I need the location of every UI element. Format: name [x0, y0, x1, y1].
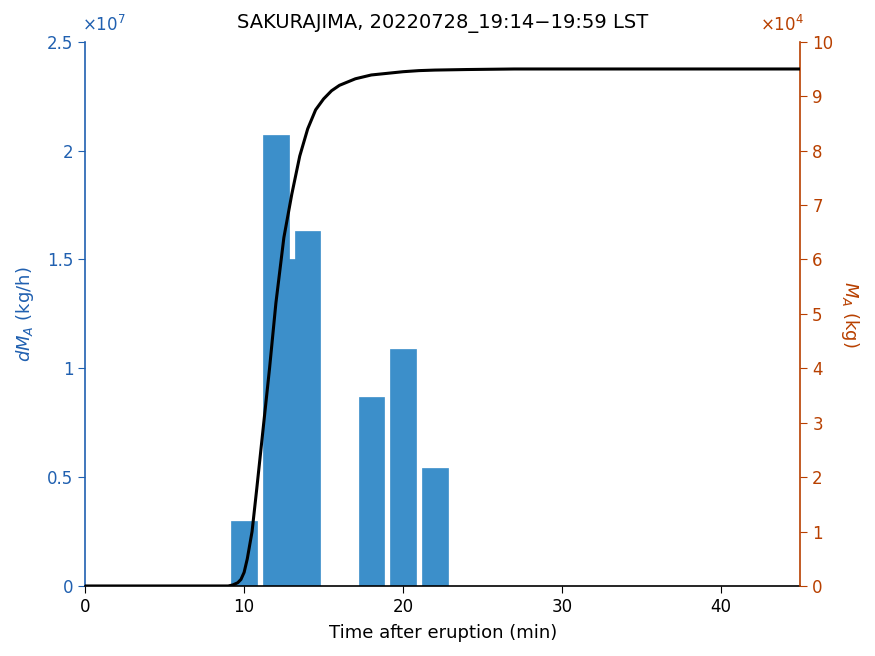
Bar [279, 260, 304, 586]
X-axis label: Time after eruption (min): Time after eruption (min) [329, 624, 556, 642]
Text: $\times$10$^7$: $\times$10$^7$ [81, 15, 125, 35]
Bar [359, 397, 384, 586]
Bar [295, 231, 320, 586]
Bar [422, 468, 447, 586]
Text: $\times$10$^4$: $\times$10$^4$ [760, 15, 804, 35]
Bar [263, 135, 289, 586]
Bar [390, 349, 416, 586]
Y-axis label: $M_A$ (kg): $M_A$ (kg) [839, 281, 861, 347]
Bar [231, 521, 257, 586]
Y-axis label: $dM_A$ (kg/h): $dM_A$ (kg/h) [14, 266, 36, 361]
Title: SAKURAJIMA, 20220728_19:14−19:59 LST: SAKURAJIMA, 20220728_19:14−19:59 LST [237, 14, 648, 33]
